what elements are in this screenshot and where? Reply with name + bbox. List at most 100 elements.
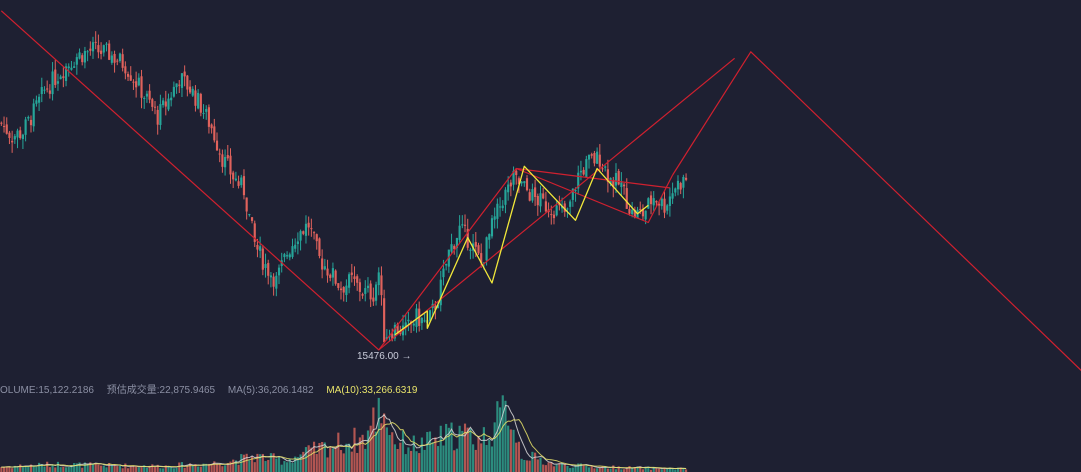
candle-body <box>24 119 27 135</box>
candle-body <box>531 189 534 201</box>
candle-body <box>191 88 194 96</box>
volume-bar <box>215 463 219 472</box>
candle-body <box>32 103 35 127</box>
volume-bar <box>218 463 221 472</box>
candle-body <box>54 69 57 86</box>
candle-body <box>180 73 184 88</box>
candle-body <box>164 101 167 107</box>
candle-body <box>412 323 415 326</box>
candle-body <box>210 124 213 129</box>
volume-bar <box>140 467 143 472</box>
candle-body <box>593 153 596 164</box>
candle-body <box>507 184 510 193</box>
volume-bar <box>652 466 655 472</box>
candle-body <box>315 234 318 242</box>
candle-body <box>606 169 609 182</box>
volume-bar <box>264 460 267 472</box>
candle-body <box>248 214 251 216</box>
volume-bar <box>404 454 407 472</box>
volume-bar <box>542 464 545 472</box>
volume-bar <box>288 458 291 472</box>
volume-bar <box>350 451 353 472</box>
volume-bar <box>663 468 666 472</box>
candle-body <box>666 205 669 211</box>
candle-body <box>148 90 151 100</box>
volume-bar <box>250 456 254 472</box>
volume-bar <box>434 437 437 472</box>
arrow-right-icon: → <box>401 351 412 362</box>
volume-bar <box>569 468 572 472</box>
volume-bar <box>108 462 111 472</box>
volume-bar <box>507 425 510 472</box>
volume-bar <box>339 450 343 472</box>
volume-bar <box>498 407 502 472</box>
volume-bar <box>488 439 491 472</box>
candle-body <box>267 262 270 276</box>
candle-body <box>272 276 275 287</box>
candle-body <box>458 225 461 240</box>
candle-body <box>240 177 243 186</box>
volume-bar <box>593 468 596 472</box>
volume-bar <box>48 467 51 472</box>
volume-bar <box>361 434 364 472</box>
candle-body <box>396 324 399 334</box>
volume-bar <box>337 432 340 472</box>
candle-body <box>89 48 92 51</box>
candle-body <box>601 168 604 170</box>
candle-body <box>377 272 380 286</box>
volume-bar <box>89 462 92 472</box>
volume-bar <box>463 423 467 472</box>
volume-bar <box>283 460 286 472</box>
volume-bar <box>207 463 210 472</box>
volume-bar <box>641 469 645 472</box>
legend-ma10: MA(10):33,266.6319 <box>326 385 418 396</box>
volume-bar <box>423 449 426 472</box>
volume-bar <box>558 463 561 472</box>
volume-bar <box>447 427 450 472</box>
volume-bar <box>62 466 65 472</box>
volume-bar <box>143 465 146 472</box>
candle-body <box>369 283 372 300</box>
candle-body <box>339 288 343 291</box>
candle-body <box>194 90 197 106</box>
candle-body <box>113 53 116 63</box>
volume-bar <box>415 451 418 472</box>
volume-bar <box>113 465 116 472</box>
volume-bar <box>577 463 580 472</box>
volume-bar <box>614 469 618 472</box>
candle-body <box>186 75 189 90</box>
candle-body <box>563 203 566 212</box>
candle-body <box>253 223 256 242</box>
candle-body <box>197 92 200 109</box>
volume-bar <box>29 464 33 472</box>
candle-body <box>97 45 100 53</box>
candle-body <box>633 209 636 218</box>
volume-bar <box>674 469 677 472</box>
candle-body <box>480 253 483 263</box>
candle-body <box>132 81 135 83</box>
volume-bar <box>321 442 324 472</box>
volume-bars-group <box>0 395 688 472</box>
candle-body <box>684 177 688 180</box>
volume-bar <box>525 460 529 472</box>
candle-body <box>331 268 335 278</box>
volume-bar <box>21 467 24 472</box>
candle-body <box>46 88 49 90</box>
volume-bar <box>27 465 30 472</box>
candle-body <box>587 154 591 160</box>
volume-bar <box>412 435 415 472</box>
candle-body <box>393 324 397 339</box>
candle-body <box>143 97 146 99</box>
volume-bar <box>277 456 281 472</box>
candle-body <box>245 197 248 212</box>
candle-body <box>242 176 246 196</box>
candle-body <box>207 107 210 127</box>
volume-bar <box>515 442 518 472</box>
volume-bar <box>531 451 534 472</box>
candle-body <box>11 140 14 143</box>
candle-body <box>574 190 577 192</box>
candle-body <box>124 66 127 74</box>
volume-bar <box>442 445 445 472</box>
volume-bar <box>253 462 256 472</box>
low-price-annotation: 15476.00 → <box>357 351 412 363</box>
